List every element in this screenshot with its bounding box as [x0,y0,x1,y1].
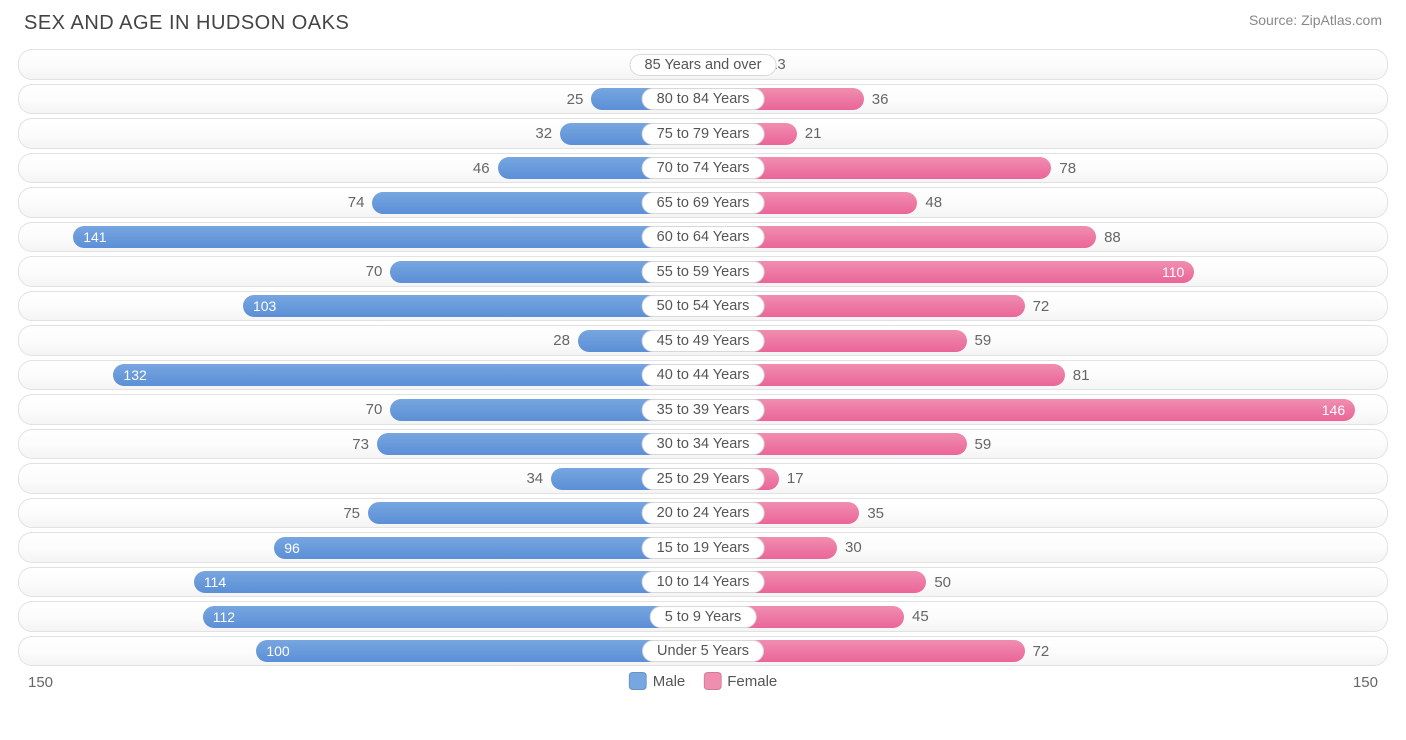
source-attribution: Source: ZipAtlas.com [1249,12,1382,28]
male-value: 32 [535,119,552,149]
female-value: 81 [1073,361,1090,391]
male-value: 70 [366,257,383,287]
female-value: 72 [1033,292,1050,322]
male-bar: 132 [113,364,703,386]
male-value: 75 [343,499,360,529]
male-bar: 141 [73,226,703,248]
female-value: 36 [872,85,889,115]
age-label: 5 to 9 Years [650,606,757,628]
female-value: 78 [1059,154,1076,184]
axis-max-left: 150 [28,674,53,691]
male-bar: 114 [194,571,703,593]
age-label: 35 to 39 Years [642,399,765,421]
male-bar: 96 [274,537,703,559]
female-value: 72 [1033,637,1050,667]
female-value: 35 [867,499,884,529]
age-label: 60 to 64 Years [642,226,765,248]
age-label: 80 to 84 Years [642,88,765,110]
pyramid-row: 75 35 20 to 24 Years [18,498,1388,529]
pyramid-row: 146 70 35 to 39 Years [18,394,1388,425]
age-label: 30 to 34 Years [642,433,765,455]
age-label: 45 to 49 Years [642,330,765,352]
axis-max-right: 150 [1353,674,1378,691]
female-value: 21 [805,119,822,149]
female-value: 30 [845,533,862,563]
age-label: 75 to 79 Years [642,123,765,145]
male-value: 96 [274,537,310,559]
population-pyramid-chart: 111385 Years and over 25 36 80 to 84 Years 3… [0,43,1406,666]
page-title: SEX AND AGE IN HUDSON OAKS [24,12,349,35]
age-label: 50 to 54 Years [642,295,765,317]
female-value: 48 [925,188,942,218]
pyramid-row: 103 72 50 to 54 Years [18,291,1388,322]
male-swatch-icon [629,672,647,690]
pyramid-row: 25 36 80 to 84 Years [18,84,1388,115]
male-value: 34 [526,464,543,494]
female-value: 110 [1152,261,1194,283]
female-value: 59 [975,430,992,460]
age-label: 70 to 74 Years [642,157,765,179]
pyramid-row: 100 72 Under 5 Years [18,636,1388,667]
pyramid-row: 73 59 30 to 34 Years [18,429,1388,460]
age-label: 25 to 29 Years [642,468,765,490]
male-value: 141 [73,226,116,248]
pyramid-row: 96 30 15 to 19 Years [18,532,1388,563]
age-label: Under 5 Years [642,640,764,662]
pyramid-row: 132 81 40 to 44 Years [18,360,1388,391]
female-value: 50 [934,568,951,598]
age-label: 65 to 69 Years [642,192,765,214]
age-label: 10 to 14 Years [642,571,765,593]
male-value: 103 [243,295,286,317]
legend-item-female: Female [703,672,777,690]
age-label: 85 Years and over [630,54,777,76]
female-value: 45 [912,602,929,632]
legend-male-label: Male [653,673,686,690]
male-bar: 100 [256,640,703,662]
female-value: 88 [1104,223,1121,253]
pyramid-row: 110 70 55 to 59 Years [18,256,1388,287]
age-label: 15 to 19 Years [642,537,765,559]
male-value: 46 [473,154,490,184]
male-value: 25 [567,85,584,115]
male-bar: 103 [243,295,703,317]
female-value: 146 [1312,399,1355,421]
pyramid-row: 32 21 75 to 79 Years [18,118,1388,149]
legend-item-male: Male [629,672,686,690]
pyramid-row: 141 88 60 to 64 Years [18,222,1388,253]
male-bar: 112 [203,606,703,628]
male-value: 114 [194,571,236,593]
male-value: 28 [553,326,570,356]
female-bar: 146 [703,399,1355,421]
pyramid-row: 46 78 70 to 74 Years [18,153,1388,184]
pyramid-row: 112 45 5 to 9 Years [18,601,1388,632]
female-bar: 110 [703,261,1194,283]
age-label: 40 to 44 Years [642,364,765,386]
legend-female-label: Female [727,673,777,690]
male-value: 132 [113,364,156,386]
pyramid-row: 34 17 25 to 29 Years [18,463,1388,494]
female-value: 17 [787,464,804,494]
male-value: 100 [256,640,299,662]
pyramid-row: 114 50 10 to 14 Years [18,567,1388,598]
age-label: 55 to 59 Years [642,261,765,283]
male-value: 70 [366,395,383,425]
pyramid-row: 111385 Years and over [18,49,1388,80]
pyramid-row: 74 48 65 to 69 Years [18,187,1388,218]
male-value: 74 [348,188,365,218]
female-swatch-icon [703,672,721,690]
legend: Male Female [629,672,778,690]
female-value: 59 [975,326,992,356]
pyramid-row: 28 59 45 to 49 Years [18,325,1388,356]
male-value: 112 [203,606,245,628]
male-value: 73 [352,430,369,460]
age-label: 20 to 24 Years [642,502,765,524]
